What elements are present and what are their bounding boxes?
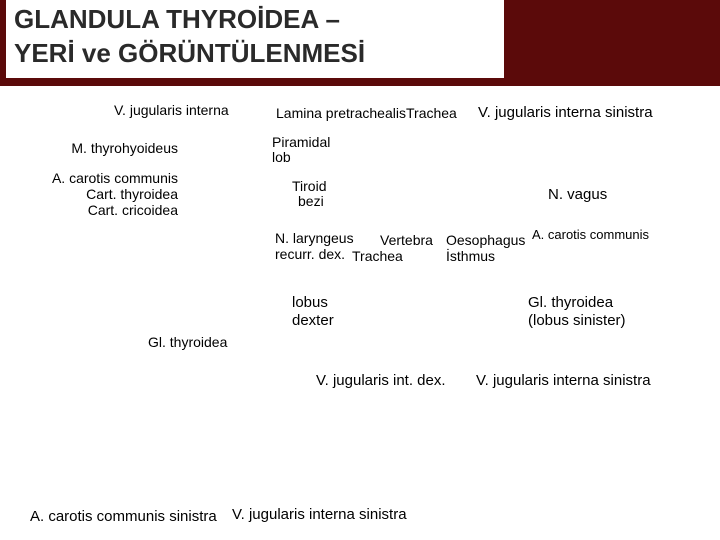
label-vertebra: Vertebra xyxy=(380,232,433,248)
label-gl-thyroidea-sin-2: (lobus sinister) xyxy=(528,312,626,329)
label-trachea-1: Trachea xyxy=(406,105,457,121)
label-v-jugularis-interna-sinistra-2: V. jugularis interna sinistra xyxy=(476,372,651,389)
label-gl-thyroidea-sin-1: Gl. thyroidea xyxy=(528,294,613,311)
label-cart-cricoidea: Cart. cricoidea xyxy=(28,202,178,218)
label-n-vagus: N. vagus xyxy=(548,186,607,203)
label-tiroid: Tiroid xyxy=(292,178,327,194)
label-isthmus: İsthmus xyxy=(446,248,495,264)
label-cart-thyroidea: Cart. thyroidea xyxy=(28,186,178,202)
label-oesophagus: Oesophagus xyxy=(446,232,525,248)
title-line-2: YERİ ve GÖRÜNTÜLENMESİ xyxy=(14,38,365,68)
label-lamina-pretrachealis: Lamina pretrachealis xyxy=(276,105,406,121)
title-plate: GLANDULA THYROİDEA – YERİ ve GÖRÜNTÜLENM… xyxy=(6,0,504,78)
title-line-1: GLANDULA THYROİDEA – xyxy=(14,4,340,34)
label-a-carotis-communis-sinistra: A. carotis communis sinistra xyxy=(30,508,217,525)
label-lobus: lobus xyxy=(292,294,328,311)
label-gl-thyroidea: Gl. thyroidea xyxy=(148,334,227,350)
label-trachea-2: Trachea xyxy=(352,248,403,264)
label-lob: lob xyxy=(272,149,291,165)
label-a-carotis-communis-2: A. carotis communis xyxy=(532,227,649,242)
label-bezi: bezi xyxy=(298,193,324,209)
label-v-jugularis-interna-sinistra-3: V. jugularis interna sinistra xyxy=(232,506,407,523)
label-m-thyrohyoideus: M. thyrohyoideus xyxy=(48,140,178,156)
label-v-jugularis-interna-sinistra: V. jugularis interna sinistra xyxy=(478,104,653,121)
label-v-jugularis-int-dex: V. jugularis int. dex. xyxy=(316,372,446,389)
label-recurr-dex: recurr. dex. xyxy=(275,246,345,262)
label-dexter: dexter xyxy=(292,312,334,329)
label-v-jugularis-interna: V. jugularis interna xyxy=(114,102,229,118)
page-title: GLANDULA THYROİDEA – YERİ ve GÖRÜNTÜLENM… xyxy=(14,2,496,70)
label-piramidal: Piramidal xyxy=(272,134,330,150)
label-n-laryngeus: N. laryngeus xyxy=(275,230,354,246)
label-a-carotis-communis: A. carotis communis xyxy=(28,170,178,186)
title-bar: GLANDULA THYROİDEA – YERİ ve GÖRÜNTÜLENM… xyxy=(0,0,720,86)
diagram-stage: V. jugularis interna Lamina pretracheali… xyxy=(0,86,720,540)
